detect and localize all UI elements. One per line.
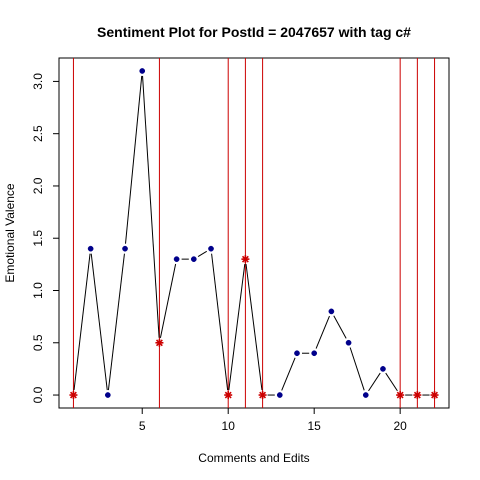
plot-frame [58, 57, 450, 409]
data-point-14 [294, 350, 300, 357]
edit-point-22 [430, 391, 439, 400]
x-tick-label-20: 20 [393, 419, 407, 433]
y-axis-label: Emotional Valence [3, 183, 17, 282]
data-point-2 [87, 245, 94, 252]
edit-point-10 [224, 391, 233, 400]
edit-point-11 [241, 255, 250, 264]
y-tick-label-3: 1.5 [31, 230, 45, 247]
series-segment-4 [125, 75, 143, 244]
series-segment-10 [228, 264, 246, 391]
data-point-4 [122, 245, 128, 252]
data-point-13 [276, 392, 283, 398]
series-segment-17 [349, 347, 365, 391]
x-axis-label: Comments and Edits [198, 451, 309, 465]
edit-point-6 [155, 338, 164, 347]
series-segment-1 [73, 253, 91, 391]
x-tick-label-10: 10 [222, 419, 236, 433]
chart-title: Sentiment Plot for PostId = 2047657 with… [97, 24, 411, 40]
edit-point-12 [258, 391, 267, 400]
y-tick-label-2: 1.0 [31, 282, 45, 299]
series-segment-9 [211, 253, 229, 391]
y-tick-label-5: 2.5 [31, 125, 45, 142]
y-tick-label-4: 2.0 [31, 177, 45, 194]
series-segment-19 [385, 372, 398, 392]
data-point-9 [208, 245, 214, 252]
y-tick-label-0: 0.0 [31, 386, 45, 403]
data-point-18 [362, 392, 369, 398]
data-point-5 [139, 68, 146, 74]
series-segment-16 [333, 315, 347, 339]
data-point-8 [190, 256, 197, 262]
y-tick-label-6: 3.0 [31, 73, 45, 90]
series-segment-18 [368, 372, 381, 392]
x-tick-label-5: 5 [139, 419, 146, 433]
plot-area: 5 10 15 20 0.0 0.5 1.0 1.5 2.0 2.5 3.0 [31, 57, 450, 433]
data-point-17 [345, 339, 352, 346]
data-point-15 [311, 350, 318, 357]
series-segment-13 [281, 357, 296, 391]
data-point-7 [173, 256, 180, 262]
data-point-19 [380, 366, 386, 372]
series-segment-3 [107, 253, 125, 391]
series-segment-6 [159, 263, 177, 338]
edit-point-20 [396, 391, 405, 400]
series-segment-8 [197, 250, 207, 257]
series-segment-2 [90, 253, 108, 391]
series-segment-15 [315, 315, 330, 349]
edit-point-1 [69, 391, 78, 400]
x-tick-label-15: 15 [308, 419, 322, 433]
data-point-16 [328, 308, 335, 315]
y-tick-label-1: 0.5 [31, 334, 45, 351]
series-segment-5 [142, 75, 160, 338]
edit-point-21 [413, 391, 422, 400]
series-segment-11 [245, 264, 263, 391]
data-point-3 [104, 392, 111, 398]
